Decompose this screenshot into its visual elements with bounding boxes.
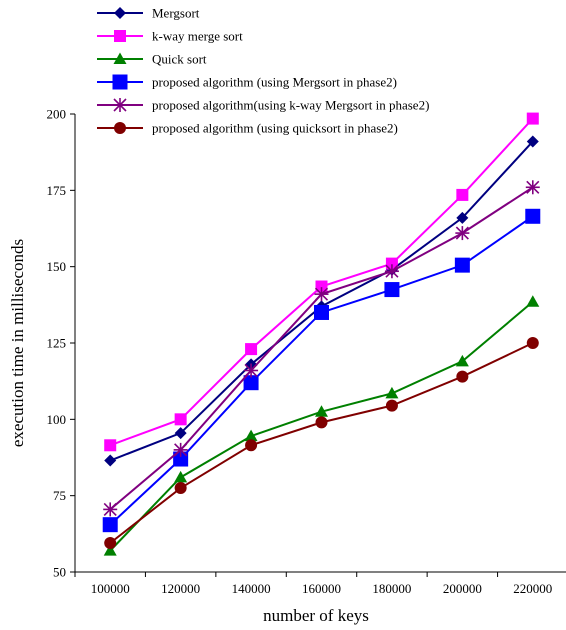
- legend-marker: [113, 98, 127, 112]
- x-tick-label: 220000: [513, 581, 552, 596]
- data-point: [245, 439, 258, 452]
- legend-label: proposed algorithm (using Mergsort in ph…: [152, 75, 397, 90]
- y-axis-title: execution time in milliseconds: [8, 239, 27, 447]
- data-point: [314, 287, 329, 302]
- data-point: [103, 502, 118, 517]
- axes: 50 75 100 125 150 175 200 100000 120000 140000 160…: [47, 107, 566, 596]
- legend-item: k-way merge sort: [97, 29, 243, 44]
- data-point: [173, 451, 189, 467]
- data-point: [244, 429, 258, 442]
- data-point: [456, 211, 469, 224]
- data-point: [104, 439, 117, 452]
- data-point: [455, 226, 470, 241]
- legend-marker: [114, 7, 126, 19]
- legend-label: proposed algorithm(using k-way Mergsort …: [152, 98, 429, 113]
- data-point: [314, 304, 329, 320]
- data-point: [315, 416, 328, 429]
- data-point: [384, 282, 400, 298]
- legend-marker: [114, 122, 126, 134]
- legend-marker: [113, 52, 127, 64]
- series-4: [103, 180, 540, 517]
- data-point: [526, 337, 539, 349]
- series-line: [109, 342, 534, 544]
- data-point: [315, 405, 328, 417]
- y-tick-label: 75: [53, 488, 66, 503]
- data-point: [526, 135, 539, 148]
- data-point: [245, 343, 258, 356]
- x-tick-label: 200000: [443, 581, 482, 596]
- data-point: [104, 454, 117, 467]
- legend-label: Quick sort: [152, 52, 207, 67]
- y-tick-label: 175: [47, 183, 67, 198]
- data-point: [174, 413, 187, 426]
- data-point: [525, 180, 540, 195]
- data-point: [526, 295, 540, 307]
- legend-item: proposed algorithm (using quicksort in p…: [97, 121, 398, 136]
- plot-area: [102, 112, 541, 556]
- legend-label: k-way merge sort: [152, 29, 243, 44]
- series-3: [102, 208, 541, 533]
- legend-marker: [114, 30, 126, 42]
- data-point: [174, 482, 187, 495]
- data-point: [244, 363, 259, 378]
- data-point: [104, 536, 117, 549]
- x-tick-label: 100000: [91, 581, 130, 596]
- data-point: [456, 188, 469, 201]
- data-point: [525, 208, 541, 224]
- legend-item: Mergsort: [97, 6, 200, 21]
- legend-label: proposed algorithm (using quicksort in p…: [152, 121, 398, 136]
- data-point: [103, 544, 117, 556]
- data-point: [455, 354, 469, 367]
- data-point: [102, 517, 118, 533]
- data-point: [174, 470, 188, 483]
- data-point: [174, 427, 187, 440]
- y-tick-label: 125: [47, 336, 67, 351]
- x-tick-label: 180000: [372, 581, 411, 596]
- x-axis-title: number of keys: [263, 606, 369, 625]
- data-point: [526, 112, 539, 125]
- legend-label: Mergsort: [152, 6, 200, 21]
- legend-item: Quick sort: [97, 52, 207, 67]
- x-tick-label: 160000: [302, 581, 341, 596]
- legend-item: proposed algorithm(using k-way Mergsort …: [97, 98, 429, 113]
- data-point: [456, 370, 469, 383]
- y-tick-label: 50: [53, 565, 66, 580]
- data-point: [384, 264, 399, 279]
- legend-item: proposed algorithm (using Mergsort in ph…: [97, 74, 397, 90]
- data-point: [173, 442, 188, 457]
- series-5: [104, 337, 539, 549]
- x-tick-label: 120000: [161, 581, 200, 596]
- data-point: [385, 386, 399, 399]
- data-point: [243, 375, 259, 391]
- legend: Mergsort k-way merge sort Quick sort propos…: [97, 6, 429, 136]
- y-tick-label: 150: [47, 259, 67, 274]
- x-tick-label: 140000: [232, 581, 271, 596]
- series-2: [103, 295, 540, 556]
- series-1: [104, 112, 539, 452]
- y-tick-label: 100: [47, 412, 67, 427]
- data-point: [385, 399, 398, 412]
- legend-marker: [112, 74, 128, 90]
- data-point: [315, 280, 328, 293]
- data-point: [454, 257, 470, 273]
- data-point: [385, 257, 398, 270]
- y-tick-label: 200: [47, 107, 67, 122]
